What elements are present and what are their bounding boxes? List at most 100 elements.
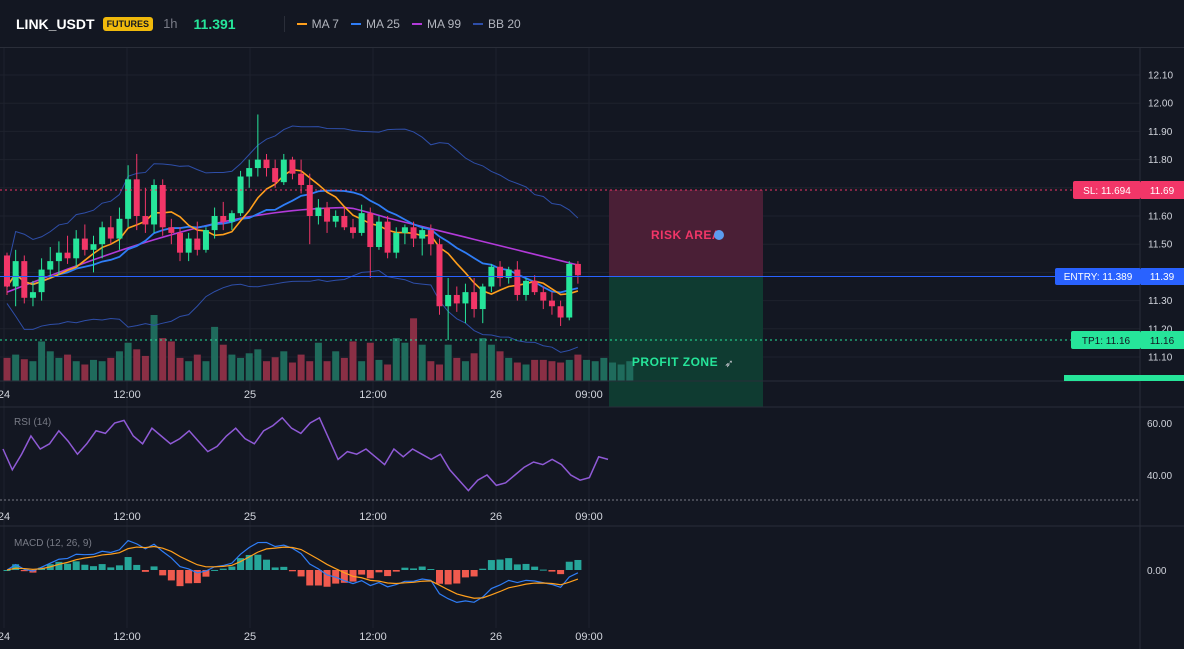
entry-label-box: [1055, 268, 1141, 285]
profit-zone: [609, 277, 763, 407]
candle-body: [315, 207, 322, 216]
legend-ma25[interactable]: MA 25: [350, 17, 400, 31]
time-tick: 12:00: [113, 389, 141, 401]
candle-body: [133, 179, 140, 216]
candle-body: [4, 255, 10, 287]
macd-hist-bar: [436, 570, 443, 584]
volume-bar: [410, 318, 418, 381]
volume-bar: [522, 364, 530, 381]
candle-body: [497, 266, 504, 279]
tp1-label: TP1: 11.16: [1082, 336, 1131, 347]
volume-bar: [401, 342, 409, 381]
volume-bar: [185, 361, 193, 381]
candle-body: [116, 218, 123, 239]
volume-bar: [107, 357, 115, 381]
volume-bar: [617, 364, 625, 381]
candle-body: [410, 227, 417, 239]
bb-upper: [6, 125, 579, 270]
candle-body: [29, 292, 36, 298]
candle-body: [427, 230, 434, 245]
volume-bar: [211, 326, 219, 381]
macd-hist-bar: [314, 570, 322, 586]
volume-bar: [427, 361, 435, 381]
macd-hist-bar: [323, 570, 331, 587]
candle-body: [445, 294, 452, 307]
volume-bar: [72, 361, 80, 381]
macd-hist-bar: [401, 567, 409, 570]
candle-body: [21, 261, 28, 298]
volume-bar: [496, 351, 504, 381]
volume-bar: [332, 351, 340, 381]
last-price: 11.391: [193, 15, 236, 32]
macd-hist-bar: [90, 566, 97, 570]
time-tick: 24: [0, 631, 10, 643]
volume-bar: [124, 342, 132, 381]
macd-hist-bar: [124, 557, 132, 570]
candle-body: [263, 159, 270, 169]
macd-hist-bar: [193, 570, 201, 584]
tp1-label-box: [1071, 331, 1141, 349]
candle-body: [246, 168, 253, 177]
time-tick: 26: [490, 631, 502, 643]
legend-ma7[interactable]: MA 7: [296, 17, 339, 31]
candle-body: [332, 216, 339, 222]
macd-hist-bar: [375, 570, 383, 573]
macd-tick-zero: 0.00: [1147, 566, 1167, 577]
macd-hist-bar: [12, 564, 20, 570]
candle-body: [280, 159, 287, 183]
macd-hist-bar: [539, 569, 547, 571]
volume-bar: [55, 357, 63, 381]
candle-body: [557, 306, 564, 318]
macd-hist-bar: [297, 570, 305, 577]
candle-body: [55, 252, 62, 262]
macd-hist-bar: [81, 564, 89, 570]
macd-hist-bar: [107, 567, 115, 570]
time-tick: 25: [244, 511, 256, 523]
macd-hist-bar: [219, 568, 227, 570]
volume-bars: [3, 315, 634, 381]
macd-hist-bar: [548, 570, 556, 572]
macd-label: MACD (12, 26, 9): [14, 538, 92, 549]
macd-hist-bar: [574, 559, 582, 570]
volume-bar: [487, 344, 495, 381]
rsi-tick-60: 60.00: [1147, 419, 1172, 430]
price-axis[interactable]: 12.1012.0011.9011.8011.7011.6011.5011.40…: [1148, 71, 1173, 364]
candle-body: [228, 213, 235, 222]
candle-body: [306, 184, 313, 216]
candle-body: [462, 292, 469, 304]
legend-bb20[interactable]: BB 20: [473, 17, 521, 31]
entry-axis-value: 11.39: [1150, 272, 1175, 283]
volume-bar: [133, 349, 141, 381]
volume-bar: [323, 361, 331, 381]
candle-body: [298, 173, 305, 185]
volume-bar: [505, 357, 513, 381]
macd-hist-bar: [150, 566, 158, 570]
macd-hist-bar: [306, 570, 314, 586]
bb-lower: [6, 270, 579, 353]
symbol-name[interactable]: LINK_USDT: [16, 15, 95, 32]
tp1-axis-value: 11.16: [1150, 336, 1175, 347]
volume-bar: [461, 361, 469, 381]
time-axis[interactable]: 24 12:00 25 12:00 26 09:00 24 12:00 25 12:00 26 09:…: [0, 389, 603, 643]
price-tick: 12.10: [1148, 71, 1173, 82]
macd-hist-bar: [3, 570, 11, 571]
candle-body: [220, 216, 227, 222]
volume-bar: [513, 362, 521, 381]
price-tick: 11.60: [1148, 212, 1173, 223]
entry-axis-box: [1141, 268, 1184, 285]
macd-hist-bar: [55, 561, 63, 570]
legend-bb20-label: BB 20: [488, 16, 521, 31]
candle-body: [367, 213, 374, 248]
macd-hist-bar: [557, 570, 565, 575]
volume-bar: [193, 354, 201, 381]
macd-hist-bar: [288, 570, 296, 572]
volume-bar: [20, 359, 28, 381]
macd-hist-bar: [159, 570, 167, 576]
macd-hist-bar: [410, 568, 418, 570]
macd-hist-bar: [185, 570, 193, 584]
legend-ma99[interactable]: MA 99: [411, 17, 461, 31]
time-tick: 12:00: [359, 631, 387, 643]
volume-bar: [219, 344, 227, 381]
timeframe-selector[interactable]: 1h: [163, 16, 178, 31]
